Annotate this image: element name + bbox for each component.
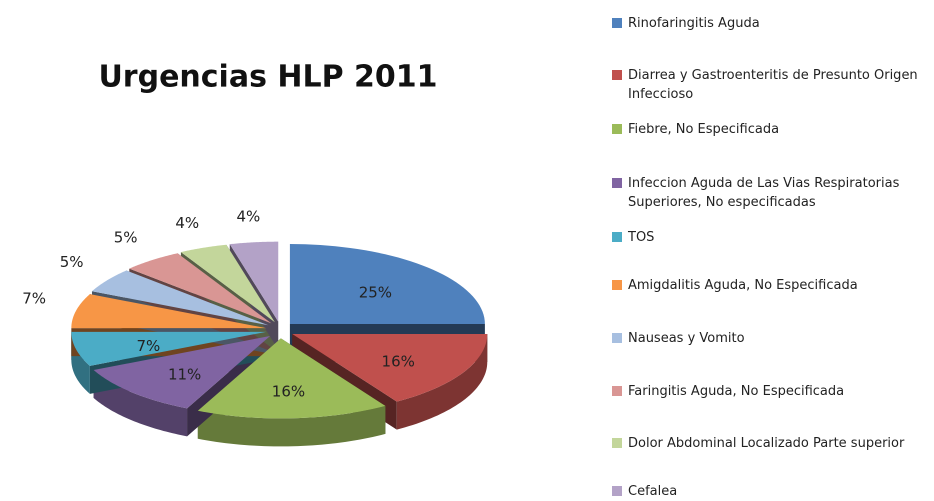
data-label: 16%: [272, 382, 305, 400]
legend-label: Rinofaringitis Aguda: [628, 16, 760, 31]
legend-label: Dolor Abdominal Localizado Parte superio…: [628, 436, 905, 451]
slice: [229, 241, 279, 322]
legend-label: Fiebre, No Especificada: [628, 122, 780, 137]
legend-swatch: [612, 70, 622, 80]
slice-side: [396, 334, 488, 430]
legend-label: TOS: [628, 230, 655, 245]
legend-swatch: [612, 18, 622, 28]
legend-label: Diarrea y Gastroenteritis de Presunto Or…: [628, 68, 918, 102]
legend-swatch: [612, 124, 622, 134]
slice: [289, 244, 485, 325]
legend-entry: Diarrea y Gastroenteritis de Presunto Or…: [612, 66, 922, 104]
legend-swatch: [612, 280, 622, 290]
legend-label: Infeccion Aguda de Las Vias Respiratoria…: [628, 176, 900, 210]
legend-swatch: [612, 333, 622, 343]
legend-entry: Dolor Abdominal Localizado Parte superio…: [612, 434, 922, 453]
slice-side: [71, 331, 90, 394]
legend-entry: Amigdalitis Aguda, No Especificada: [612, 276, 922, 295]
legend-swatch: [612, 232, 622, 242]
legend-swatch: [612, 386, 622, 396]
legend-entry: Rinofaringitis Aguda: [612, 14, 922, 33]
data-label: 16%: [382, 352, 415, 370]
slice: [93, 335, 271, 409]
slice: [180, 244, 275, 323]
data-label: 25%: [359, 283, 392, 301]
legend-label: Cefalea: [628, 484, 678, 499]
data-label: 7%: [136, 337, 160, 355]
legend-entry: Nauseas y Vomito: [612, 329, 922, 348]
data-label: 5%: [114, 229, 138, 247]
legend-entry: Faringitis Aguda, No Especificada: [612, 382, 922, 401]
slice: [129, 253, 272, 324]
legend-swatch: [612, 178, 622, 188]
data-label: 4%: [237, 207, 261, 225]
legend-entry: Fiebre, No Especificada: [612, 120, 922, 139]
legend-swatch: [612, 486, 622, 496]
chart-title: Urgencias HLP 2011: [98, 60, 437, 95]
slice: [292, 334, 488, 402]
slice: [197, 338, 386, 419]
legend-swatch: [612, 438, 622, 448]
legend-entry: TOS: [612, 228, 922, 247]
slice: [71, 294, 267, 329]
slice-side: [197, 405, 386, 447]
legend-label: Faringitis Aguda, No Especificada: [628, 384, 845, 399]
legend-entry: Infeccion Aguda de Las Vias Respiratoria…: [612, 174, 922, 212]
chart: Urgencias HLP 2011 25% 16% 16% 11% 7% 7% 5% 5% 4…: [22, 60, 488, 447]
data-label: 7%: [22, 289, 46, 307]
data-label: 11%: [168, 366, 201, 384]
legend-entry: Cefalea: [612, 482, 922, 501]
slice: [91, 270, 269, 326]
legend-label: Amigdalitis Aguda, No Especificada: [628, 278, 858, 293]
data-label: 5%: [60, 253, 84, 271]
legend-label: Nauseas y Vomito: [628, 331, 745, 346]
data-label: 4%: [175, 214, 199, 232]
slice: [71, 331, 267, 366]
